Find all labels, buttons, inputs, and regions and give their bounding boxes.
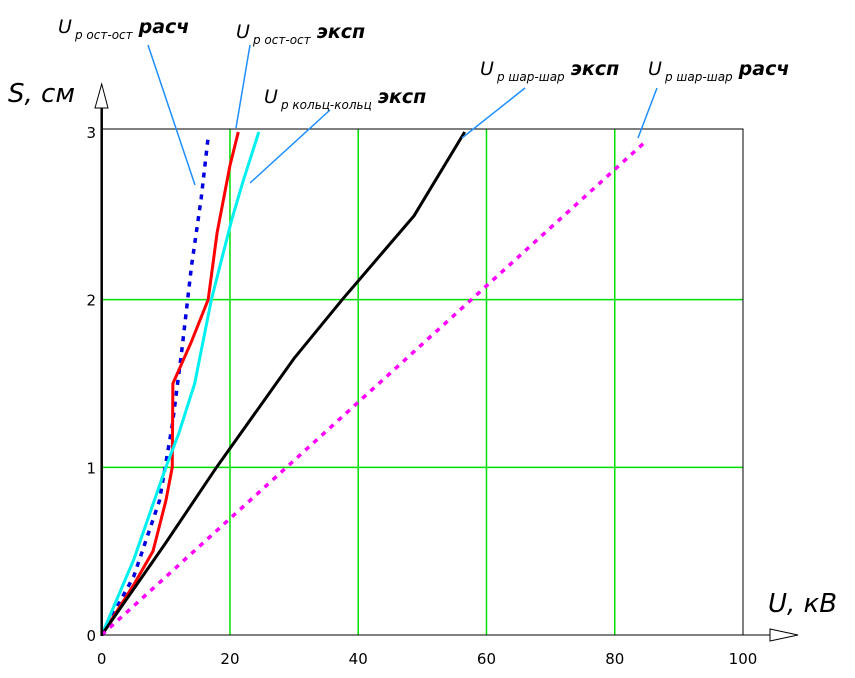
series-line-3 [100, 131, 466, 636]
series-label-sub: р шар-шар [496, 70, 565, 84]
y-tick-label: 2 [86, 292, 96, 310]
leader-line [147, 44, 196, 186]
leader-line [637, 87, 658, 139]
x-axis-label: U, кВ [768, 589, 837, 619]
y-tick-label: 0 [86, 627, 96, 645]
x-tick-label: 100 [729, 650, 758, 668]
x-tick-label: 0 [97, 650, 107, 668]
series-label-main: U [648, 58, 662, 80]
series-label-main: U [264, 86, 278, 108]
y-axis-label: S, см [8, 79, 75, 109]
y-axis-arrow-icon [94, 82, 109, 109]
series-line-4 [100, 139, 648, 637]
series-line-2 [100, 131, 261, 636]
series-label-suffix: эксп [378, 86, 427, 108]
series-label-main: U [236, 21, 250, 43]
series-label-main: U [480, 58, 494, 80]
series-label-sub: р ост-ост [74, 28, 134, 42]
x-tick-label: 60 [477, 650, 496, 668]
series-label-suffix: эксп [571, 58, 620, 80]
leader-lines [147, 44, 658, 186]
series-label-sub: р шар-шар [664, 70, 733, 84]
y-tick-label: 3 [86, 124, 96, 142]
series-label-suffix: расч [138, 16, 190, 38]
series-label-suffix: расч [738, 58, 790, 80]
series-label-suffix: эксп [317, 21, 366, 43]
y-tick-label: 1 [86, 459, 96, 477]
series-label-sub: р кольц-кольц [280, 98, 372, 112]
series-label-main: U [58, 16, 72, 38]
tick-labels: 0 20 40 60 80 100 0 1 2 3 [86, 124, 757, 668]
series-line-1 [100, 131, 240, 636]
x-tick-label: 80 [605, 650, 624, 668]
x-tick-label: 40 [349, 650, 368, 668]
series-label-sub: р ост-ост [252, 33, 312, 47]
x-axis-arrow-icon [769, 628, 799, 642]
series-group [100, 131, 648, 637]
leader-line [249, 109, 331, 184]
series-line-0 [100, 136, 210, 636]
leader-line [461, 87, 526, 139]
leader-line [235, 44, 251, 129]
x-tick-label: 20 [220, 650, 239, 668]
